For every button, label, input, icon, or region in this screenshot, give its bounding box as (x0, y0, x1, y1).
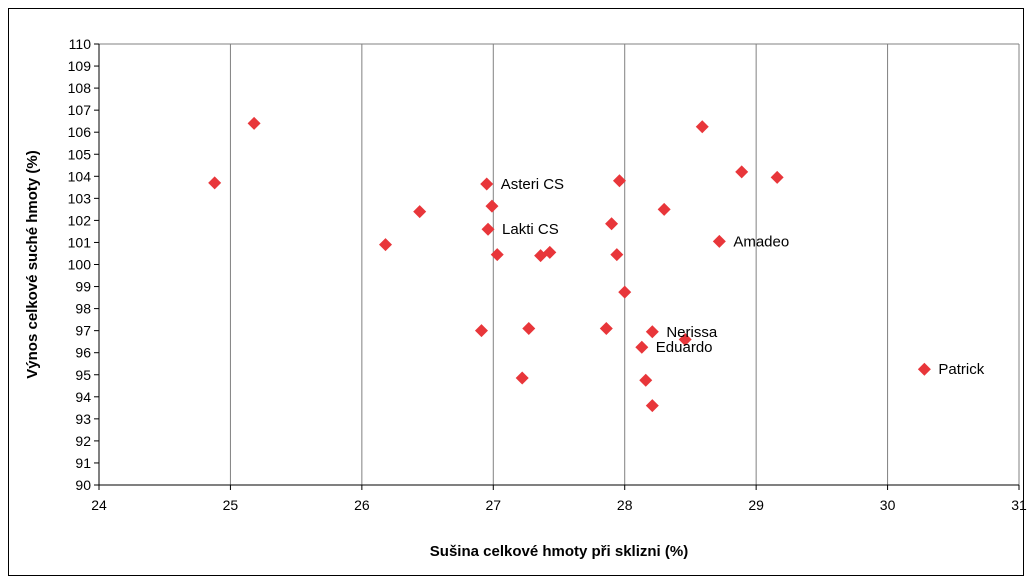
data-point (605, 217, 619, 231)
data-point (485, 199, 499, 213)
data-point (490, 248, 504, 262)
y-tick-label: 95 (75, 367, 91, 383)
data-point (515, 371, 529, 385)
y-tick-label: 108 (68, 80, 92, 96)
data-point (481, 222, 495, 236)
y-tick-label: 104 (68, 168, 92, 184)
x-tick-label: 28 (617, 497, 633, 513)
data-point (712, 234, 726, 248)
data-point (645, 399, 659, 413)
y-tick-label: 90 (75, 477, 91, 493)
y-tick-label: 109 (68, 58, 92, 74)
data-point (678, 332, 692, 346)
data-point (735, 165, 749, 179)
tick-labels: 90 91 92 93 94 95 96 97 98 99 100 101 102 103 104 105 10… (68, 36, 1027, 513)
x-tick-label: 25 (223, 497, 239, 513)
y-tick-label: 106 (68, 124, 92, 140)
y-tick-label: 97 (75, 323, 91, 339)
y-tick-label: 91 (75, 455, 91, 471)
x-tick-label: 27 (485, 497, 501, 513)
data-point (480, 177, 494, 191)
point-label: Eduardo (656, 339, 713, 356)
point-label: Nerissa (666, 324, 718, 341)
data-point (474, 324, 488, 338)
data-point (522, 321, 536, 335)
data-point (247, 116, 261, 130)
data-point (612, 174, 626, 188)
y-tick-label: 101 (68, 234, 92, 250)
y-axis-title: Výnos celkové suché hmoty (%) (24, 150, 41, 378)
data-points (208, 116, 931, 413)
axes (94, 43, 1020, 490)
point-label: Patrick (938, 361, 984, 378)
data-point (695, 120, 709, 134)
x-tick-label: 24 (91, 497, 107, 513)
y-tick-label: 96 (75, 345, 91, 361)
data-point (543, 245, 557, 259)
data-point (610, 248, 624, 262)
point-label: Asteri CS (501, 176, 564, 193)
data-point (379, 238, 393, 252)
y-tick-label: 94 (75, 389, 91, 405)
x-tick-label: 31 (1011, 497, 1027, 513)
point-label: Lakti CS (502, 221, 559, 238)
y-tick-label: 100 (68, 257, 92, 273)
x-axis-title: Sušina celkové hmoty při sklizni (%) (430, 543, 688, 560)
data-point (599, 321, 613, 335)
data-point (639, 373, 653, 387)
data-point (770, 170, 784, 184)
data-point (208, 176, 222, 190)
data-point (657, 202, 671, 216)
data-point (413, 205, 427, 219)
y-tick-label: 110 (69, 36, 92, 52)
data-point (635, 340, 649, 354)
data-point (645, 325, 659, 339)
point-label: Amadeo (733, 233, 789, 250)
x-tick-label: 29 (748, 497, 764, 513)
chart-frame (8, 8, 1024, 576)
x-tick-label: 30 (880, 497, 896, 513)
y-tick-label: 99 (75, 279, 91, 295)
x-tick-label: 26 (354, 497, 370, 513)
y-tick-label: 105 (68, 146, 92, 162)
y-tick-label: 92 (75, 433, 91, 449)
y-tick-label: 93 (75, 411, 91, 427)
y-tick-label: 98 (75, 301, 91, 317)
y-tick-label: 103 (68, 190, 92, 206)
y-tick-label: 107 (68, 102, 92, 118)
data-point (917, 362, 931, 376)
grid (99, 43, 1020, 485)
y-tick-label: 102 (68, 212, 92, 228)
data-point (618, 285, 632, 299)
